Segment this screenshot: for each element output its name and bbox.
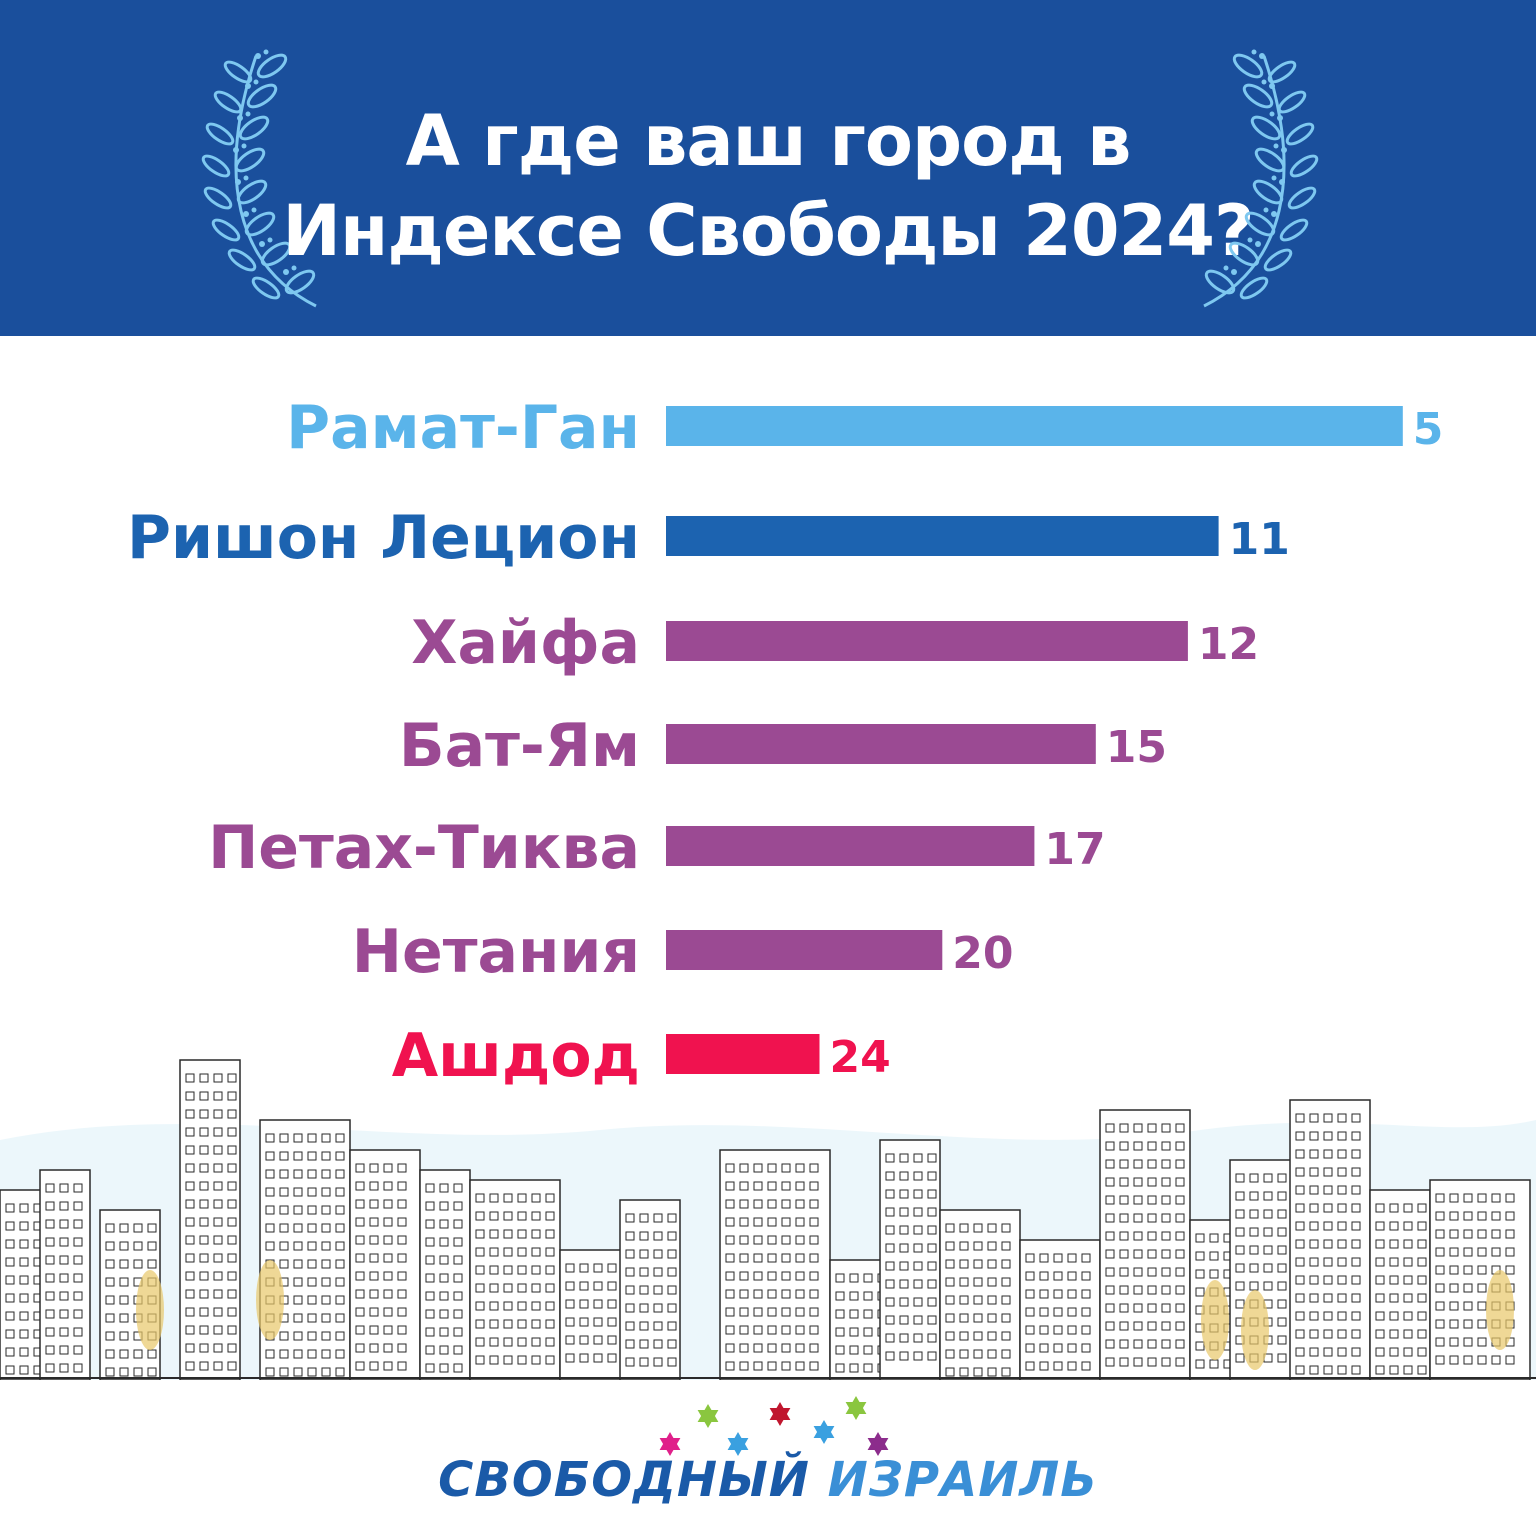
category-label: Нетания (352, 917, 640, 987)
title-line-1: А где ваш город в (405, 100, 1132, 182)
header-banner: А где ваш город в Индексе Свободы 2024? (0, 0, 1536, 336)
bar (666, 516, 1219, 556)
category-label: Ашдод (392, 1021, 640, 1091)
bar (666, 406, 1403, 446)
category-label: Бат-Ям (399, 711, 640, 781)
laurel-left-icon (201, 49, 317, 308)
value-label: 17 (1044, 824, 1105, 875)
ranking-bar-chart: Рамат-Ган 5 Ришон Лецион 11 Хайфа 12 Бат-Ям 15 П… (127, 393, 1444, 1091)
brand-logo: СВОБОДНЫЙ ИЗРАИЛЬ (0, 1452, 1536, 1508)
category-label: Петах-Тиква (208, 813, 640, 883)
value-label: 5 (1413, 404, 1444, 455)
bar (666, 930, 943, 970)
value-label: 20 (952, 928, 1013, 979)
brand-stars-icon (659, 1396, 889, 1456)
bar (666, 1034, 820, 1074)
bar (666, 621, 1188, 661)
bar (666, 724, 1096, 764)
city-skyline-illustration (0, 1059, 1536, 1380)
value-label: 15 (1106, 722, 1167, 773)
category-label: Хайфа (411, 608, 640, 678)
value-label: 24 (830, 1032, 891, 1083)
brand-word-2: ИЗРАИЛЬ (827, 1452, 1098, 1508)
laurel-right-icon (1203, 49, 1319, 308)
category-label: Рамат-Ган (286, 393, 640, 463)
value-label: 12 (1198, 619, 1259, 670)
value-label: 11 (1229, 514, 1290, 565)
title-line-2: Индексе Свободы 2024? (282, 190, 1254, 272)
page-title: А где ваш город в Индексе Свободы 2024? (268, 96, 1268, 276)
bar (666, 826, 1035, 866)
brand-word-1: СВОБОДНЫЙ (438, 1452, 810, 1508)
category-label: Ришон Лецион (127, 503, 640, 573)
